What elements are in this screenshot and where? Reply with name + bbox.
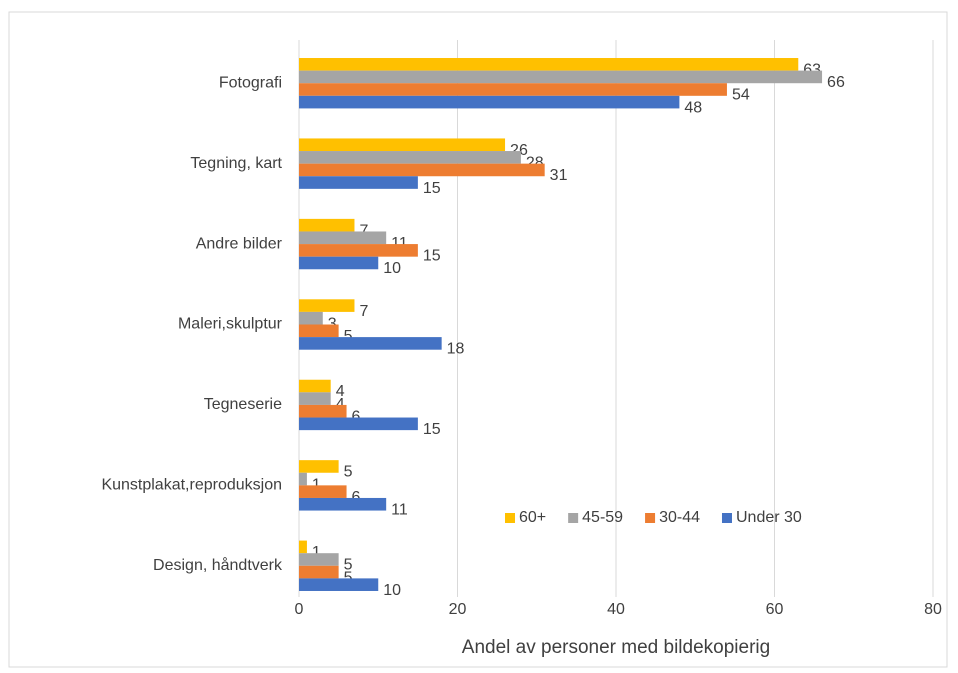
bar (299, 218, 355, 232)
y-tick-label: Andre bilder (196, 235, 283, 252)
data-label: 6 (352, 489, 361, 506)
bar (299, 565, 339, 579)
y-tick-label: Kunstplakat,reproduksjon (101, 477, 282, 494)
bar (299, 311, 323, 325)
bar (299, 176, 418, 189)
bar (299, 95, 680, 109)
bar (299, 299, 355, 312)
data-label: 7 (359, 222, 368, 239)
data-label: 3 (328, 315, 337, 332)
data-label: 15 (423, 180, 441, 197)
x-tick-label: 80 (924, 601, 942, 618)
y-tick-label: Tegneserie (204, 396, 282, 413)
data-label: 10 (383, 260, 401, 277)
y-tick-label: Fotografi (219, 74, 282, 91)
data-label: 5 (344, 557, 353, 574)
data-label: 18 (447, 341, 465, 358)
x-axis-label: Andel av personer med bildekopierig (462, 637, 770, 658)
bar (299, 485, 347, 498)
bar (299, 337, 442, 350)
bar (299, 472, 307, 486)
data-label: 7 (359, 303, 368, 320)
legend-swatch (505, 513, 515, 523)
x-tick-label: 60 (766, 601, 784, 618)
bar (299, 324, 339, 338)
data-label: 31 (550, 167, 568, 184)
chart-border (8, 11, 948, 668)
data-label: 54 (732, 87, 750, 104)
data-label: 10 (383, 582, 401, 599)
bar (299, 83, 727, 96)
bar (299, 151, 521, 164)
bar (299, 417, 418, 431)
bar (299, 404, 347, 418)
bar (299, 392, 331, 405)
y-tick-label: Design, håndtverk (153, 556, 283, 574)
y-tick-label: Maleri,skulptur (178, 316, 283, 333)
bar (299, 244, 418, 257)
bar (299, 460, 339, 473)
legend-label: 45-59 (582, 509, 623, 526)
bar (299, 58, 799, 71)
data-label: 1 (312, 544, 321, 561)
bar (299, 138, 506, 152)
legend-swatch (645, 513, 656, 523)
bar (299, 163, 545, 177)
x-tick-label: 40 (607, 601, 625, 618)
legend-label: Under 30 (736, 509, 802, 526)
legend-swatch (721, 513, 732, 523)
bar (299, 379, 331, 393)
legend-label: 60+ (519, 509, 546, 526)
data-label: 15 (423, 248, 441, 265)
bar (299, 540, 307, 554)
data-label: 4 (336, 396, 345, 413)
bar (299, 231, 387, 245)
bar (299, 70, 823, 84)
data-label: 6 (352, 408, 361, 425)
data-label: 5 (344, 464, 353, 481)
data-label: 15 (423, 421, 441, 438)
x-tick-label: 20 (449, 601, 467, 618)
x-tick-label: 0 (295, 601, 304, 618)
data-label: 1 (312, 476, 321, 493)
bar (299, 256, 379, 270)
bar (299, 553, 339, 566)
data-label: 11 (391, 501, 408, 518)
bar (299, 578, 379, 591)
bar (299, 497, 387, 511)
data-label: 5 (344, 328, 353, 345)
data-label: 4 (336, 383, 345, 400)
data-label: 5 (344, 569, 353, 586)
legend-label: 30-44 (659, 509, 700, 526)
data-label: 48 (684, 99, 702, 116)
y-tick-label: Tegning, kart (190, 155, 282, 172)
data-label: 66 (827, 74, 845, 91)
legend-swatch (568, 513, 579, 523)
